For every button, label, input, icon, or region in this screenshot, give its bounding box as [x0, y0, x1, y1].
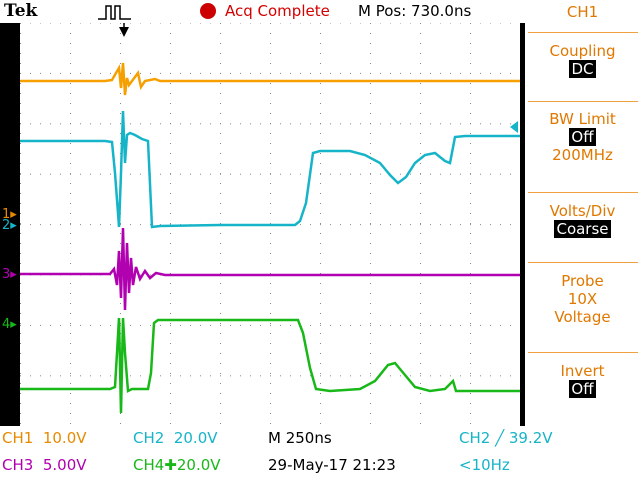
ch4-ground-marker[interactable]: 4▸ [2, 317, 17, 332]
bw-limit-value: Off [569, 128, 596, 146]
bandwidth-limit-icon: ✚ [164, 456, 177, 474]
probe-label: Probe [561, 272, 604, 290]
ch4-trace [20, 317, 520, 414]
bw-limit-label: BW Limit [549, 110, 616, 128]
coupling-value: DC [569, 60, 596, 78]
volts-div-value: Coarse [554, 220, 611, 238]
waveform-display [20, 23, 520, 426]
menu-divider [528, 101, 638, 102]
brand-logo: Tek [4, 1, 38, 21]
probe-type: Voltage [554, 308, 611, 326]
trigger-level-icon [510, 121, 518, 133]
invert-value: Off [569, 380, 596, 398]
ch1-trace [20, 62, 520, 96]
ch2-scale: CH2 20.0V [133, 429, 218, 447]
menu-divider [528, 262, 638, 263]
menu-volts-div[interactable]: Volts/Div Coarse [525, 202, 640, 238]
ch1-scale: CH1 10.0V [2, 429, 87, 447]
volts-div-label: Volts/Div [549, 202, 616, 220]
trigger-position-icon [119, 27, 129, 37]
ch3-ground-marker[interactable]: 3▸ [2, 267, 17, 282]
invert-label: Invert [560, 362, 605, 380]
menu-invert[interactable]: Invert Off [525, 362, 640, 398]
menu-probe[interactable]: Probe 10X Voltage [525, 272, 640, 326]
channel-menu: CH1 Coupling DC BW Limit Off 200MHz Volt… [525, 0, 640, 426]
trigger-pulse-icon [98, 5, 131, 20]
menu-channel-title: CH1 [566, 3, 599, 21]
timebase: M 250ns [268, 429, 332, 447]
menu-divider [528, 32, 638, 33]
graticule-grid [20, 23, 511, 424]
probe-atten: 10X [567, 290, 598, 308]
menu-divider [528, 192, 638, 193]
menu-divider [528, 352, 638, 353]
ch4-scale: CH4✚20.0V [133, 456, 221, 474]
trigger-frequency: <10Hz [459, 456, 510, 474]
menu-bw-limit[interactable]: BW Limit Off 200MHz [525, 110, 640, 164]
trigger-setting: CH2 ╱ 39.2V [459, 429, 553, 447]
acquisition-status: Acq Complete [225, 2, 330, 20]
bw-limit-freq: 200MHz [552, 146, 613, 164]
ch3-scale: CH3 5.00V [2, 456, 87, 474]
ch2-trace [20, 110, 520, 229]
waveform-graticule [20, 23, 520, 424]
acquisition-status-icon [200, 3, 216, 19]
coupling-label: Coupling [549, 42, 616, 60]
ch1-ground-marker[interactable]: 1▸ [2, 207, 17, 222]
horizontal-position: M Pos: 730.0ns [358, 2, 472, 20]
top-status-bar: Tek Acq Complete M Pos: 730.0ns [0, 0, 525, 23]
ch2-ground-marker[interactable]: 2▸ [2, 218, 17, 233]
date-time: 29-May-17 21:23 [268, 456, 396, 474]
menu-coupling[interactable]: Coupling DC [525, 42, 640, 78]
ch3-trace [20, 227, 520, 311]
bottom-status-bar: CH1 10.0V CH2 20.0V M 250ns CH2 ╱ 39.2V … [0, 426, 640, 480]
